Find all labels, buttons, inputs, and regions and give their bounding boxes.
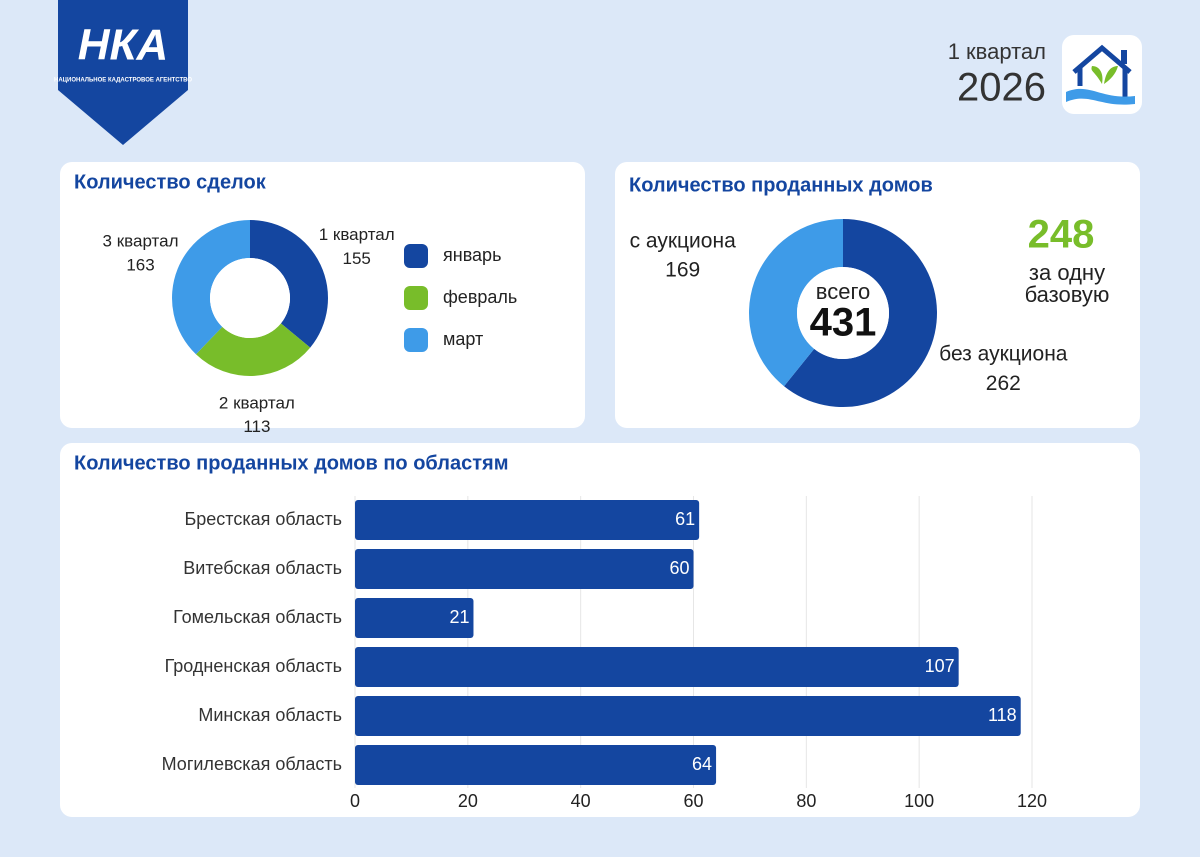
- logo-subtitle: НАЦИОНАЛЬНОЕ КАДАСТРОВОЕ АГЕНТСТВО: [54, 78, 192, 84]
- slice-label: 3 квартал: [103, 232, 179, 251]
- annotation-value: 248: [1028, 213, 1095, 257]
- donut-slice: [250, 220, 329, 348]
- bar-value-label: 21: [449, 607, 469, 627]
- logo-text: НКА: [78, 21, 169, 70]
- donut-hole: [210, 258, 290, 338]
- bar-value-label: 118: [988, 705, 1017, 725]
- bar: [355, 549, 694, 589]
- x-tick-label: 60: [683, 791, 703, 811]
- bar-value-label: 61: [675, 509, 695, 529]
- y-tick-label: Гродненская область: [165, 656, 342, 676]
- x-tick-label: 40: [571, 791, 591, 811]
- donut-slice: [195, 323, 311, 377]
- legend-swatch: [404, 244, 428, 268]
- slice-value: 155: [343, 249, 371, 268]
- chart-title: Количество проданных домов по областям: [74, 452, 509, 474]
- donut-slice: [784, 219, 938, 408]
- slice-label: 1 квартал: [319, 225, 395, 244]
- bar: [355, 598, 474, 638]
- period: 1 квартал: [948, 39, 1046, 64]
- slice-label: с аукциона: [630, 229, 737, 252]
- y-tick-label: Могилевская область: [162, 754, 342, 774]
- y-tick-label: Брестская область: [184, 509, 342, 529]
- slice-value: 163: [126, 255, 154, 274]
- annotation-text: за одну: [1029, 260, 1105, 285]
- legend-swatch: [404, 328, 428, 352]
- center-label: всего: [816, 279, 870, 304]
- year: 2026: [957, 66, 1046, 110]
- x-tick-label: 0: [350, 791, 360, 811]
- bar-value-label: 60: [669, 558, 689, 578]
- bar: [355, 647, 959, 687]
- legend-label: март: [443, 329, 483, 349]
- donut-hole: [797, 267, 889, 359]
- bar-value-label: 64: [692, 754, 712, 774]
- annotation-text: базовую: [1025, 282, 1110, 307]
- bar: [355, 745, 717, 785]
- logo-badge: [58, 0, 188, 145]
- bar: [355, 696, 1021, 736]
- slice-value: 113: [243, 417, 270, 436]
- bar-value-label: 107: [925, 656, 955, 676]
- legend-label: февраль: [443, 287, 517, 307]
- y-tick-label: Гомельская область: [173, 607, 342, 627]
- x-tick-label: 120: [1017, 791, 1047, 811]
- house-icon: [1062, 35, 1142, 114]
- chart-title: Количество проданных домов: [629, 174, 933, 196]
- donut-slice: [749, 219, 843, 387]
- slice-value: 169: [665, 259, 700, 282]
- bar: [355, 500, 700, 540]
- y-tick-label: Витебская область: [183, 558, 342, 578]
- slice-value: 262: [986, 372, 1021, 395]
- slice-label: без аукциона: [939, 342, 1068, 365]
- center-total: 431: [810, 301, 877, 345]
- x-tick-label: 100: [904, 791, 934, 811]
- slice-label: 2 квартал: [219, 393, 295, 412]
- donut-slice: [171, 220, 250, 355]
- legend-label: январь: [443, 245, 501, 265]
- chart-title: Количество сделок: [74, 171, 267, 193]
- y-tick-label: Минская область: [198, 705, 342, 725]
- x-tick-label: 20: [458, 791, 478, 811]
- x-tick-label: 80: [796, 791, 816, 811]
- legend-swatch: [404, 286, 428, 310]
